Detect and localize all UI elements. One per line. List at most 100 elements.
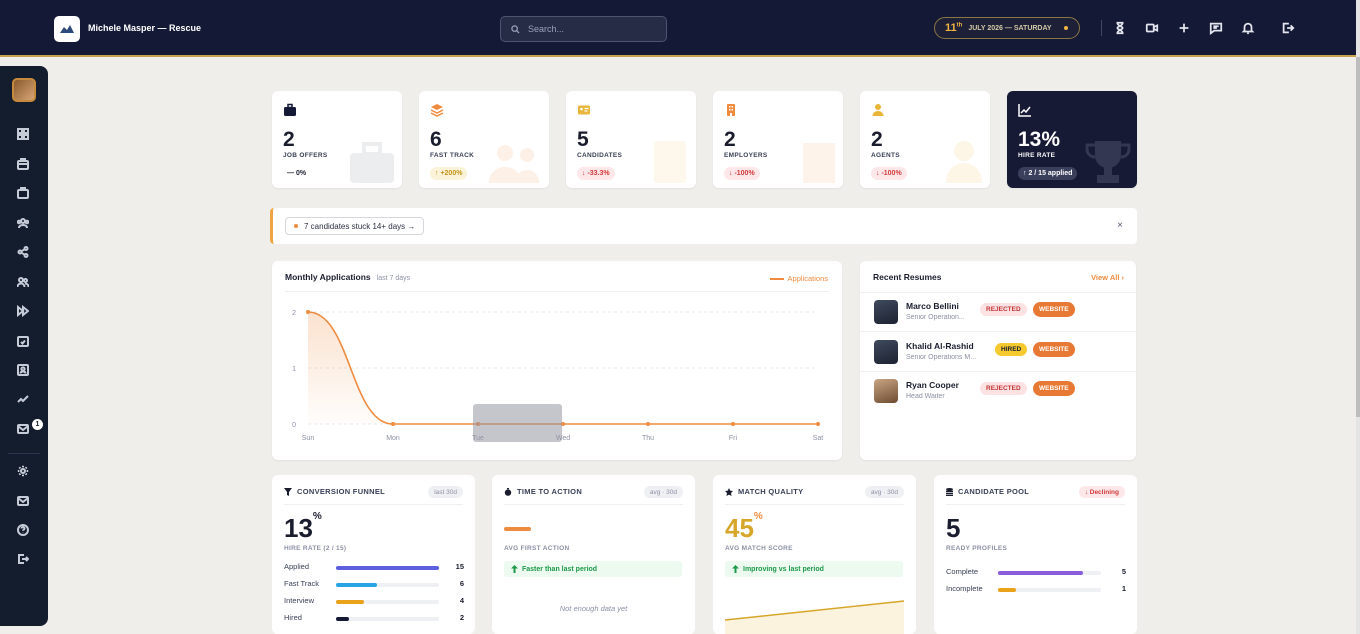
bar-row: Hired 2 (284, 613, 464, 625)
bell-icon[interactable] (1240, 20, 1256, 36)
y-tick-label: 0 (292, 422, 296, 429)
funnel-header: CONVERSION FUNNEL (284, 487, 385, 496)
contact-card-icon[interactable] (17, 363, 29, 376)
trophy-watermark-icon (1085, 139, 1131, 188)
date-pill: 11th JULY 2026 — SATURDAY (934, 17, 1080, 39)
bar-label: Interview (284, 596, 315, 605)
card-divider (860, 292, 1137, 293)
stat-label: EMPLOYERS (724, 152, 768, 159)
date-text: JULY 2026 — SATURDAY (968, 24, 1052, 32)
bar-fill (336, 617, 350, 621)
stopwatch-icon (504, 487, 512, 496)
share-icon[interactable] (17, 245, 29, 258)
date-dot (1063, 26, 1068, 30)
building-icon (724, 103, 738, 117)
alert-chip-text: 7 candidates stuck 14+ days → (304, 221, 416, 231)
resume-role: Senior Operation... (906, 314, 965, 321)
row-divider (860, 371, 1137, 372)
status-badge: REJECTED (980, 303, 1027, 316)
stat-fast-track[interactable]: 6 FAST TRACK ↑ +200% (419, 91, 549, 188)
y-tick-label: 1 (292, 366, 296, 373)
stat-candidates[interactable]: 5 CANDIDATES ↓ -33.3% (566, 91, 696, 188)
resume-row[interactable]: Khalid Al-Rashid Senior Operations M... … (874, 338, 1136, 368)
alert-dot (294, 224, 298, 228)
fast-forward-icon[interactable] (17, 304, 30, 318)
inbox-icon[interactable] (17, 494, 29, 506)
brand-name: Michele Masper — Rescue (88, 23, 202, 33)
card-divider (284, 504, 463, 505)
view-all-link[interactable]: View All › (1091, 273, 1124, 282)
stat-delta: ↑ 2 / 15 applied (1018, 167, 1078, 180)
bar-track (998, 588, 1101, 592)
search-input[interactable]: Search... (500, 16, 667, 42)
trend-icon[interactable] (17, 392, 29, 404)
bar-count: 6 (459, 579, 464, 588)
layers-icon (430, 103, 444, 117)
conversion-funnel-card: CONVERSION FUNNEL last 30d 13% HIRE RATE… (272, 475, 475, 634)
briefcase-watermark-icon (348, 141, 396, 188)
resume-row[interactable]: Marco Bellini Senior Operation... REJECT… (874, 298, 1136, 328)
team-icon[interactable] (16, 275, 30, 288)
bar-count: 5 (1121, 567, 1126, 576)
stuck-candidates-chip[interactable]: 7 candidates stuck 14+ days → (285, 217, 425, 235)
resume-role: Head Waiter (906, 393, 945, 400)
series-area (308, 312, 818, 424)
settings-icon[interactable] (17, 464, 29, 477)
users-group-icon[interactable] (16, 216, 30, 229)
brand-logo[interactable] (54, 16, 80, 42)
bar-track (336, 617, 439, 621)
logout-icon[interactable] (1280, 20, 1296, 36)
resume-row[interactable]: Ryan Cooper Head Waiter REJECTED WEBSITE (874, 377, 1136, 407)
stat-job-offers[interactable]: 2 JOB OFFERS — 0% (272, 91, 402, 188)
briefcase-icon[interactable] (17, 157, 29, 170)
video-icon[interactable] (1144, 20, 1160, 36)
mail-icon[interactable] (17, 422, 29, 434)
user-avatar[interactable] (12, 78, 36, 102)
sidebar: 1 (0, 66, 48, 626)
dashboard-icon[interactable] (17, 127, 29, 140)
stat-label: FAST TRACK (430, 152, 475, 159)
period-tag: avg · 30d (643, 486, 683, 498)
bar-fill (998, 588, 1016, 592)
calendar-check-icon[interactable] (17, 334, 29, 347)
monthly-applications-card: Monthly Applications last 7 days Applicat… (272, 261, 842, 460)
scrollbar[interactable] (1356, 0, 1360, 634)
user-tie-icon (871, 103, 885, 117)
resume-name: Khalid Al-Rashid (906, 341, 974, 351)
stat-hire-rate[interactable]: 13% HIRE RATE ↑ 2 / 15 applied (1007, 91, 1137, 188)
bar-count: 2 (459, 613, 464, 622)
bar-track (336, 600, 439, 604)
help-icon[interactable] (17, 523, 29, 536)
plus-icon[interactable] (1176, 20, 1192, 36)
legend-swatch (769, 277, 784, 280)
stat-value: 2 (283, 128, 295, 151)
arrow-up-icon (732, 565, 739, 573)
chart-title: Monthly Applications last 7 days (285, 272, 411, 282)
ready-profiles-value: 5 (946, 513, 961, 543)
stat-employers[interactable]: 2 EMPLOYERS ↓ -100% (713, 91, 843, 188)
ready-profiles-label: READY PROFILES (946, 545, 1008, 552)
bar-fill (336, 583, 378, 587)
bar-label: Applied (284, 562, 310, 571)
stat-label: HIRE RATE (1018, 152, 1056, 159)
data-point (561, 422, 565, 426)
stat-value: 13% (1018, 128, 1061, 151)
sign-out-icon[interactable] (17, 552, 30, 564)
close-icon[interactable]: × (1117, 220, 1123, 231)
portfolio-icon[interactable] (17, 186, 29, 199)
scrollbar-thumb[interactable] (1356, 57, 1360, 417)
status-badge: REJECTED (980, 382, 1027, 395)
avg-first-action-label: AVG FIRST ACTION (504, 545, 570, 552)
row-divider (860, 331, 1137, 332)
bar-row: Applied 15 (284, 562, 464, 574)
bar-label: Fast Track (284, 579, 320, 588)
hourglass-icon[interactable] (1112, 20, 1128, 36)
user-watermark-icon (944, 139, 984, 188)
x-tick-label: Sun (302, 435, 315, 442)
bar-track (336, 583, 439, 587)
resume-name: Ryan Cooper (906, 380, 959, 390)
chat-icon[interactable] (1208, 20, 1224, 36)
data-point (731, 422, 735, 426)
users-watermark-icon (487, 141, 543, 188)
stat-agents[interactable]: 2 AGENTS ↓ -100% (860, 91, 990, 188)
